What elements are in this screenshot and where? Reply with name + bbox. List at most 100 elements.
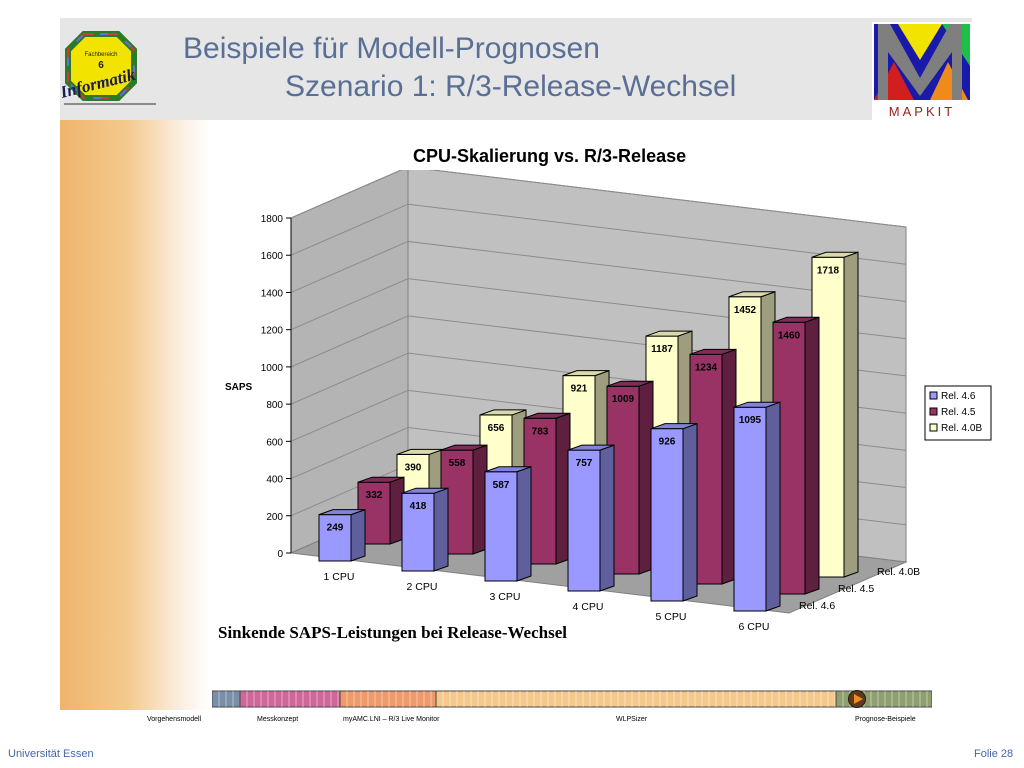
chart-caption: Sinkende SAPS-Leistungen bei Release-Wec… — [216, 623, 569, 643]
bar-side — [765, 401, 781, 612]
logo-fachbereich-text: Fachbereich — [84, 52, 117, 58]
legend-label: Rel. 4.0B — [941, 423, 982, 434]
bar-top — [650, 423, 698, 430]
mapkit-logo: MAPKIT — [872, 22, 972, 120]
bar-3-1: 1009 — [606, 380, 654, 575]
bar-side — [599, 444, 615, 592]
nav-item-messkonzept[interactable]: Messkonzept — [257, 716, 299, 723]
informatik-logo: Fachbereich 6 Informatik — [57, 30, 158, 106]
y-tick-label: 1000 — [261, 363, 284, 374]
bar-3-0: 757 — [567, 444, 615, 592]
bar-top — [606, 380, 654, 387]
bar-front — [567, 449, 601, 592]
logo-mapkit-text: MAPKIT — [889, 104, 955, 119]
data-label: 249 — [327, 523, 344, 534]
data-label: 921 — [571, 384, 588, 395]
nav-segment[interactable] — [239, 690, 341, 708]
legend-label: Rel. 4.5 — [941, 407, 976, 418]
bar-front — [733, 406, 767, 612]
y-tick-label: 1200 — [261, 326, 284, 337]
bar-side — [516, 466, 532, 582]
y-tick-label: 1800 — [261, 214, 284, 225]
bar-top — [523, 412, 571, 419]
bar-side — [804, 316, 820, 595]
x-tick-label: 6 CPU — [739, 621, 770, 633]
bar-top — [728, 291, 776, 298]
legend-swatch — [929, 423, 938, 432]
nav-item-wlpsizer[interactable]: WLPSizer — [616, 716, 648, 723]
data-label: 656 — [488, 423, 505, 434]
logo-number-text: 6 — [98, 60, 104, 71]
bar-front — [318, 514, 352, 562]
depth-axis-label: Rel. 4.5 — [838, 583, 874, 595]
page-subtitle: Szenario 1: R/3-Release-Wechsel — [285, 70, 737, 103]
bar-0-1: 332 — [357, 476, 405, 545]
y-tick-label: 800 — [266, 400, 283, 411]
bar-top — [811, 251, 859, 258]
bar-side — [843, 251, 859, 578]
bar-top — [645, 330, 693, 337]
data-label: 1718 — [817, 265, 840, 276]
progress-navigation-bar[interactable] — [212, 690, 932, 708]
bar-top — [357, 476, 405, 483]
data-label: 1095 — [739, 415, 762, 426]
bar-top — [401, 487, 449, 494]
data-label: 757 — [576, 458, 593, 469]
y-tick-label: 0 — [277, 549, 283, 560]
chart-title: CPU-Skalierung vs. R/3-Release — [413, 146, 687, 166]
bar-top — [562, 370, 610, 377]
bar-top — [440, 444, 488, 451]
data-label: 587 — [493, 480, 510, 491]
bar-top — [689, 348, 737, 355]
y-tick-label: 600 — [266, 437, 283, 448]
gridline — [290, 203, 907, 265]
bar-5-0: 1095 — [733, 401, 781, 612]
data-label: 926 — [659, 437, 676, 448]
chart-area: 0 200 400 600 800 1000 1200 1400 1600 1800 SAPS 390… — [211, 170, 996, 655]
nav-segment[interactable] — [435, 690, 837, 708]
data-label: 1460 — [778, 330, 801, 341]
nav-item-prognose-beispiele[interactable]: Prognose-Beispiele — [855, 716, 916, 723]
data-label: 332 — [366, 490, 383, 501]
nav-item-live-monitor[interactable]: myAMC.LNI – R/3 Live Monitor — [343, 716, 440, 723]
bar-top — [733, 401, 781, 408]
bar-2-0: 587 — [484, 466, 532, 582]
header-bar — [60, 18, 972, 120]
legend-label: Rel. 4.6 — [941, 391, 976, 402]
navigation-segments[interactable] — [212, 690, 932, 708]
y-axis-label: SAPS — [225, 382, 253, 393]
data-label: 783 — [532, 426, 549, 437]
bar-4-1: 1234 — [689, 348, 737, 585]
gridline — [290, 240, 907, 302]
footer-university: Universität Essen — [8, 748, 94, 760]
legend-swatch — [929, 391, 938, 400]
bar-top — [318, 509, 366, 516]
bar-side — [433, 487, 449, 572]
x-tick-label: 2 CPU — [407, 581, 438, 593]
legend-swatch — [929, 407, 938, 416]
y-tick-label: 400 — [266, 475, 283, 486]
gridline — [290, 170, 907, 228]
data-label: 418 — [410, 501, 427, 512]
page-title: Beispiele für Modell-Prognosen — [183, 32, 600, 65]
y-tick-label: 1600 — [261, 251, 284, 262]
nav-item-vorgehensmodell[interactable]: Vorgehensmodell — [147, 716, 202, 723]
depth-axis-label: Rel. 4.6 — [799, 600, 835, 612]
bar-4-0: 926 — [650, 422, 698, 602]
data-label: 1452 — [734, 305, 757, 316]
play-arrow-icon[interactable] — [854, 694, 863, 704]
bar-top — [484, 466, 532, 473]
y-tick-label: 200 — [266, 512, 283, 523]
bar-front — [650, 428, 684, 602]
data-label: 390 — [405, 462, 422, 473]
bar-top — [567, 444, 615, 451]
bar-front — [484, 471, 518, 582]
x-tick-label: 1 CPU — [324, 571, 355, 583]
y-tick-label: 1400 — [261, 288, 284, 299]
footer-slide-number: Folie 28 — [974, 748, 1014, 760]
bar-1-0: 418 — [401, 487, 449, 572]
data-label: 558 — [449, 458, 466, 469]
data-label: 1234 — [695, 362, 718, 373]
x-tick-label: 5 CPU — [656, 611, 687, 623]
depth-axis-label: Rel. 4.0B — [877, 566, 920, 578]
